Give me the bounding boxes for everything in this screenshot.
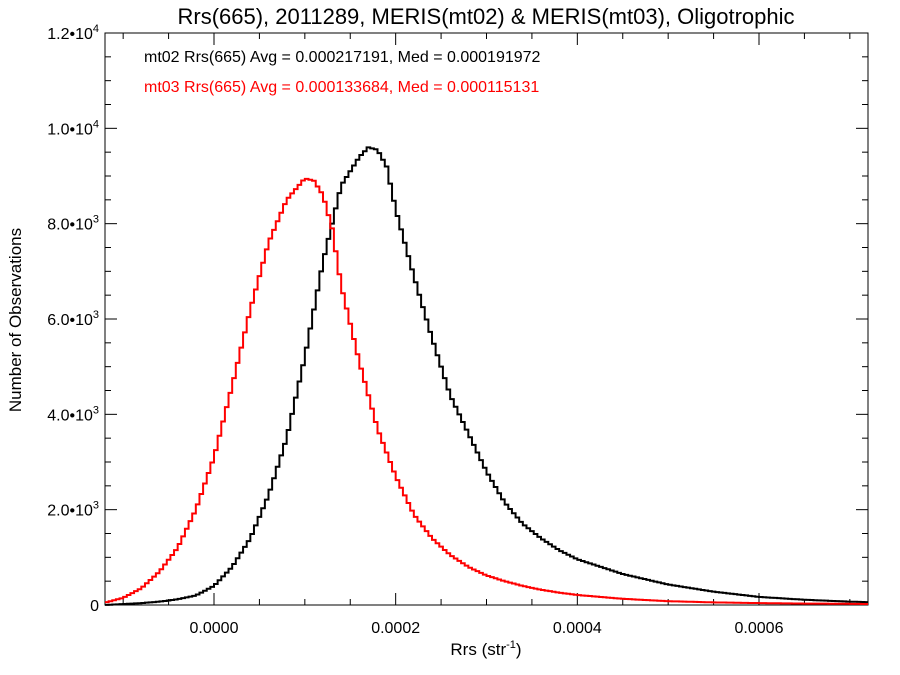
y-tick-mantissa: 1.2•10 [47,26,93,43]
x-tick-label: 0.0000 [190,620,239,637]
x-axis-label-superscript: -1 [506,639,516,651]
y-tick-label: 1.2•104 [47,23,99,43]
y-tick-label: 6.0•103 [47,309,99,329]
y-tick-exponent: 3 [93,214,99,226]
y-tick-label: 0 [90,598,99,615]
y-tick-mantissa: 8.0•10 [47,217,93,234]
y-tick-exponent: 3 [93,500,99,512]
y-tick-label: 8.0•103 [47,214,99,234]
y-tick-mantissa: 0 [90,598,99,615]
x-tick-label: 0.0002 [371,620,420,637]
legend-entry-mt02: mt02 Rrs(665) Avg = 0.000217191, Med = 0… [144,49,541,66]
y-tick-exponent: 3 [93,309,99,321]
y-tick-exponent: 3 [93,404,99,416]
x-axis-label-tail: ) [516,640,522,659]
series-mt02-histogram [105,146,868,606]
y-tick-exponent: 4 [93,23,99,35]
y-tick-exponent: 4 [93,118,99,130]
x-axis-ticks: 0.0000 0.0002 0.0004 0.0006 [122,33,851,637]
y-tick-label: 1.0•104 [47,118,99,138]
y-tick-mantissa: 1.0•10 [47,121,93,138]
y-tick-mantissa: 2.0•10 [47,503,93,520]
series-mt03-histogram [105,177,868,606]
y-tick-mantissa: 6.0•10 [47,312,93,329]
y-axis-ticks: 02.0•1034.0•1036.0•1038.0•1031.0•1041.2•… [47,23,868,615]
chart-title: Rrs(665), 2011289, MERIS(mt02) & MERIS(m… [177,4,794,29]
y-axis-label: Number of Observations [6,228,25,412]
legend-entry-mt03: mt03 Rrs(665) Avg = 0.000133684, Med = 0… [144,79,539,96]
x-axis-label-base: Rrs (str [450,640,506,659]
y-tick-mantissa: 4.0•10 [47,407,93,424]
series-layer [105,146,868,606]
y-tick-label: 4.0•103 [47,404,99,424]
x-axis-label: Rrs (str-1) [450,639,521,659]
x-tick-label: 0.0006 [735,620,784,637]
x-tick-label: 0.0004 [553,620,602,637]
y-tick-label: 2.0•103 [47,500,99,520]
